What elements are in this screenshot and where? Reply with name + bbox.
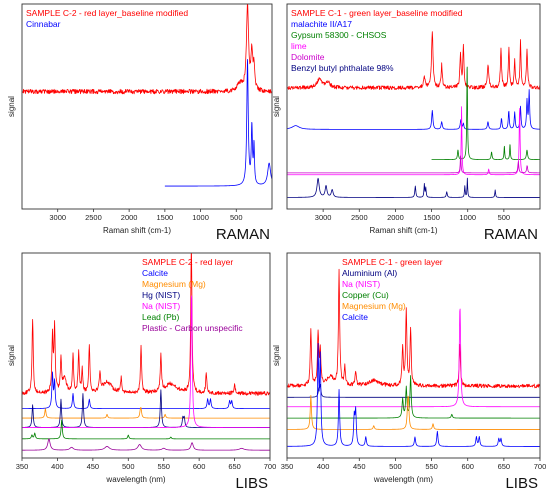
legend-entry: Cinnabar xyxy=(26,19,61,29)
series-line xyxy=(287,268,540,389)
x-tick-label: 550 xyxy=(425,462,438,471)
series-line xyxy=(22,419,270,440)
legend-entry: SAMPLE C-1 - green layer xyxy=(342,257,443,267)
x-tick-label: 700 xyxy=(264,462,277,471)
spectra xyxy=(287,31,540,198)
x-tick-label: 450 xyxy=(87,462,100,471)
method-label: RAMAN xyxy=(484,226,538,243)
series-line xyxy=(22,4,272,95)
series-line xyxy=(287,155,540,174)
series-line xyxy=(22,438,270,451)
legend-entry: Benzyl butyl phthalate 98% xyxy=(291,63,394,73)
chart-panel-top-left: 3000 2500 2000 1500 1000 500 Raman shift (cm-1… xyxy=(7,3,273,243)
y-axis-label: signal xyxy=(7,345,16,366)
legend-entry: Aluminium (Al) xyxy=(342,268,397,278)
x-tick-label: 2500 xyxy=(351,213,368,222)
plot-frame xyxy=(286,3,541,210)
spectra xyxy=(287,268,540,447)
legend-entry: Copper (Cu) xyxy=(342,290,389,300)
legend-entry: Hg (NIST) xyxy=(142,290,180,300)
x-tick-label: 400 xyxy=(317,462,330,471)
series-line xyxy=(287,177,540,198)
series-line xyxy=(287,89,540,130)
x-tick-label: 2500 xyxy=(85,213,102,222)
series-line xyxy=(22,295,270,428)
chart-panel-top-right: 3000 2500 2000 1500 1000 500 Raman shift (cm-1… xyxy=(272,3,541,243)
legend-entry: Calcite xyxy=(142,268,168,278)
series-line xyxy=(287,395,540,430)
series-line xyxy=(287,31,540,91)
legend-entry: SAMPLE C-2 - red layer_baseline modified xyxy=(26,8,188,18)
legend-entry: Magnesium (Mg) xyxy=(342,301,406,311)
legend-entry: SAMPLE C-2 - red layer xyxy=(142,257,233,267)
legend-entry: Magnesium (Mg) xyxy=(142,279,206,289)
x-tick-label: 650 xyxy=(498,462,511,471)
series-line xyxy=(287,342,540,447)
y-axis-label: signal xyxy=(7,96,16,117)
chart-panel-bottom-right: 350 400 450 500 550 600 650 700 wavelength (nm) s… xyxy=(272,252,547,492)
x-tick-label: 1500 xyxy=(157,213,174,222)
legend-entry: SAMPLE C-1 - green layer_baseline modifi… xyxy=(291,8,463,18)
x-tick-label: 500 xyxy=(389,462,402,471)
x-tick-label: 350 xyxy=(16,462,29,471)
x-tick-label: 350 xyxy=(281,462,294,471)
x-tick-label: 1000 xyxy=(192,213,209,222)
legend-entry: Gypsum 58300 - CHSOS xyxy=(291,30,387,40)
legend-entry: Dolomite xyxy=(291,52,325,62)
x-tick-label: 700 xyxy=(534,462,547,471)
x-axis-label: wavelength (nm) xyxy=(105,475,165,484)
x-tick-label: 500 xyxy=(498,213,511,222)
series-line xyxy=(287,106,540,176)
method-label: LIBS xyxy=(235,475,268,492)
x-tick-label: 500 xyxy=(122,462,135,471)
y-axis-label: signal xyxy=(272,96,281,117)
series-line xyxy=(431,66,540,161)
x-axis-label: Raman shift (cm-1) xyxy=(369,226,437,235)
x-tick-label: 400 xyxy=(51,462,64,471)
x-tick-label: 2000 xyxy=(121,213,138,222)
x-tick-label: 500 xyxy=(230,213,243,222)
legend-entry: Plastic - Carbon unspecific xyxy=(142,323,243,333)
x-tick-label: 550 xyxy=(157,462,170,471)
method-label: LIBS xyxy=(505,475,538,492)
series-line xyxy=(22,407,270,419)
x-tick-label: 650 xyxy=(228,462,241,471)
plot-frame xyxy=(286,252,541,459)
spectra xyxy=(22,4,272,187)
legend-entry: Na (NIST) xyxy=(142,301,180,311)
legend-entry: malachite II/A17 xyxy=(291,19,352,29)
legend-entry: Calcite xyxy=(342,312,368,322)
y-axis-label: signal xyxy=(272,345,281,366)
series-line xyxy=(22,371,270,410)
x-tick-label: 3000 xyxy=(315,213,332,222)
spectra xyxy=(22,253,270,451)
method-label: RAMAN xyxy=(216,226,270,243)
plot-frame xyxy=(21,3,273,210)
x-tick-label: 3000 xyxy=(49,213,66,222)
series-line xyxy=(287,308,540,408)
plot-frame xyxy=(21,252,271,459)
x-axis-label: Raman shift (cm-1) xyxy=(103,226,171,235)
legend-entry: Na (NIST) xyxy=(342,279,380,289)
series-line xyxy=(164,59,272,187)
x-tick-label: 2000 xyxy=(387,213,404,222)
x-tick-label: 600 xyxy=(461,462,474,471)
legend-entry: lime xyxy=(291,41,307,51)
x-tick-label: 1500 xyxy=(423,213,440,222)
x-tick-label: 1000 xyxy=(459,213,476,222)
legend-entry: Lead (Pb) xyxy=(142,312,179,322)
series-line xyxy=(22,253,270,396)
series-line xyxy=(287,384,540,398)
series-line xyxy=(287,375,540,419)
x-axis-label: wavelength (nm) xyxy=(373,475,433,484)
chart-panel-bottom-left: 350 400 450 500 550 600 650 700 wavelength (nm) s… xyxy=(7,252,277,492)
x-tick-label: 600 xyxy=(193,462,206,471)
x-tick-label: 450 xyxy=(353,462,366,471)
